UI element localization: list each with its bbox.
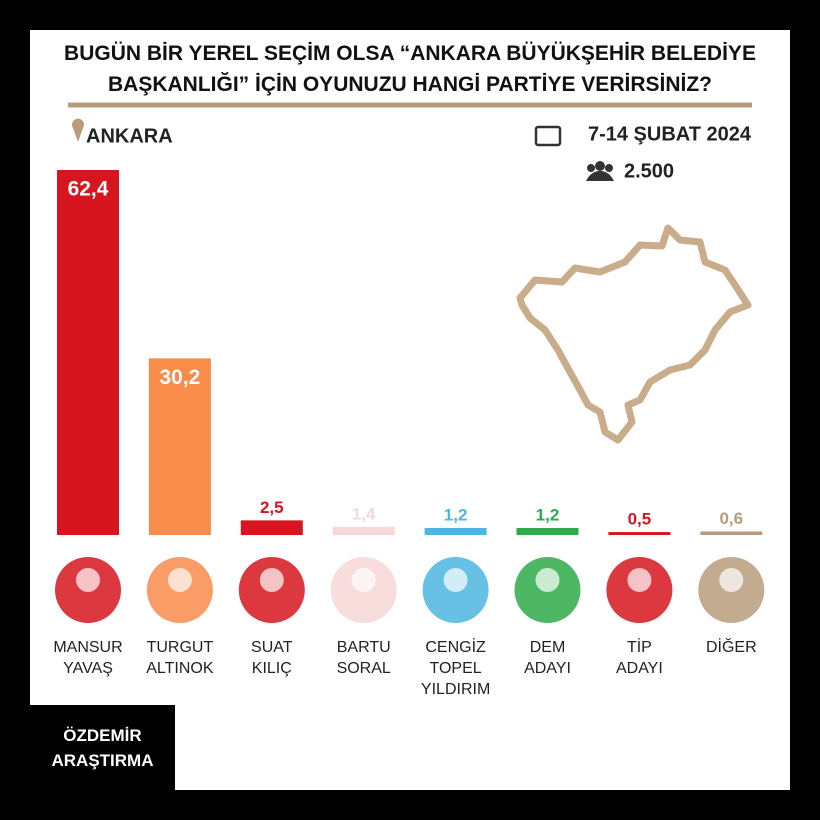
value-label: 1,2 [536,505,560,524]
category-label: CENGİZ TOPEL YILDIRIM [420,639,491,698]
value-label: 2,5 [260,498,284,517]
bar [608,532,671,535]
avatar-head [627,568,652,592]
category-label: SUAT KILIÇ [251,639,293,677]
location: ANKARA [86,125,173,147]
bar [424,527,487,535]
bar [700,531,763,535]
avatar-head [167,568,192,592]
bar [148,358,211,535]
date: 7-14 ŞUBAT 2024 [588,123,752,145]
value-label: 0,6 [719,509,743,528]
bar [240,520,303,535]
avatar-head [76,568,100,592]
avatar-head [259,568,284,592]
avatar-head [719,568,744,592]
avatar-head [443,568,468,592]
category-label: MANSUR YAVAŞ [53,639,123,677]
value-label: 1,4 [352,504,376,523]
value-label: 0,5 [628,510,652,529]
calendar-icon [534,125,562,147]
pin-icon [72,118,84,142]
sample-size: 2.500 [624,160,674,182]
bar [57,170,119,535]
category-label: TURGUT ALTINOK [146,639,214,677]
map-outline [516,224,752,444]
avatar-head [535,568,560,592]
people-icon [586,161,614,181]
source: ÖZDEMİR ARAŞTIRMA [30,705,175,790]
category-label: TİP ADAYI [615,639,663,677]
avatar-head [351,568,376,592]
bar [516,527,579,535]
category-label: BARTU SORAL [336,639,391,677]
value-label: 30,2 [159,366,200,389]
value-label: 62,4 [68,178,109,201]
value-label: 1,2 [444,505,468,524]
category-label: DEM ADAYI [524,639,571,677]
chart-title: BUGÜN BİR YEREL SEÇİM OLSA “ANKARA BÜYÜK… [64,42,756,96]
category-label: DİĞER [705,639,757,656]
bar [332,526,395,535]
